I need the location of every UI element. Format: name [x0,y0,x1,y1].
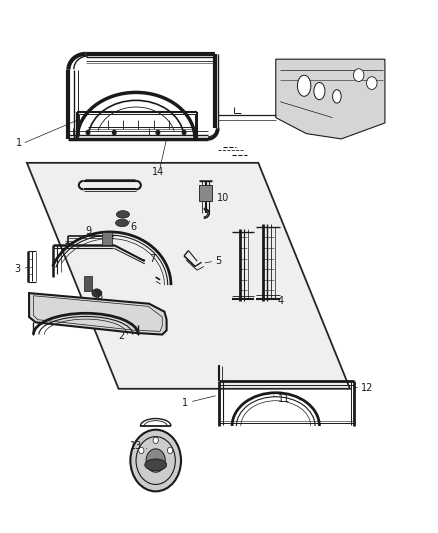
Circle shape [86,131,90,135]
Text: 1: 1 [182,398,188,408]
Text: 6: 6 [131,222,137,232]
Circle shape [182,131,186,135]
Circle shape [131,430,181,491]
Polygon shape [29,293,166,335]
Text: 13: 13 [131,441,143,451]
Ellipse shape [117,211,130,218]
Ellipse shape [116,219,129,227]
Circle shape [139,447,144,454]
Ellipse shape [145,459,166,471]
Text: 4: 4 [278,296,284,306]
Bar [84,276,92,291]
Text: 3: 3 [14,264,20,274]
Ellipse shape [297,75,311,96]
Text: 1: 1 [16,138,22,148]
Bar [199,184,212,200]
Ellipse shape [332,90,341,103]
Circle shape [153,437,158,443]
Bar [102,232,112,245]
Text: 10: 10 [217,193,229,204]
Circle shape [167,447,173,454]
Polygon shape [27,163,350,389]
Circle shape [156,131,159,135]
Text: 7: 7 [149,254,155,263]
Circle shape [146,449,165,472]
Ellipse shape [92,289,102,297]
Circle shape [113,131,116,135]
Circle shape [367,77,377,90]
Text: 2: 2 [119,330,125,341]
Text: 9: 9 [85,226,91,236]
Ellipse shape [314,83,325,100]
Text: 8: 8 [97,291,103,301]
Text: 12: 12 [361,383,373,393]
Circle shape [353,69,364,82]
Text: 5: 5 [215,256,222,266]
Text: 14: 14 [152,167,164,177]
Text: 11: 11 [278,394,290,405]
Polygon shape [276,59,385,139]
